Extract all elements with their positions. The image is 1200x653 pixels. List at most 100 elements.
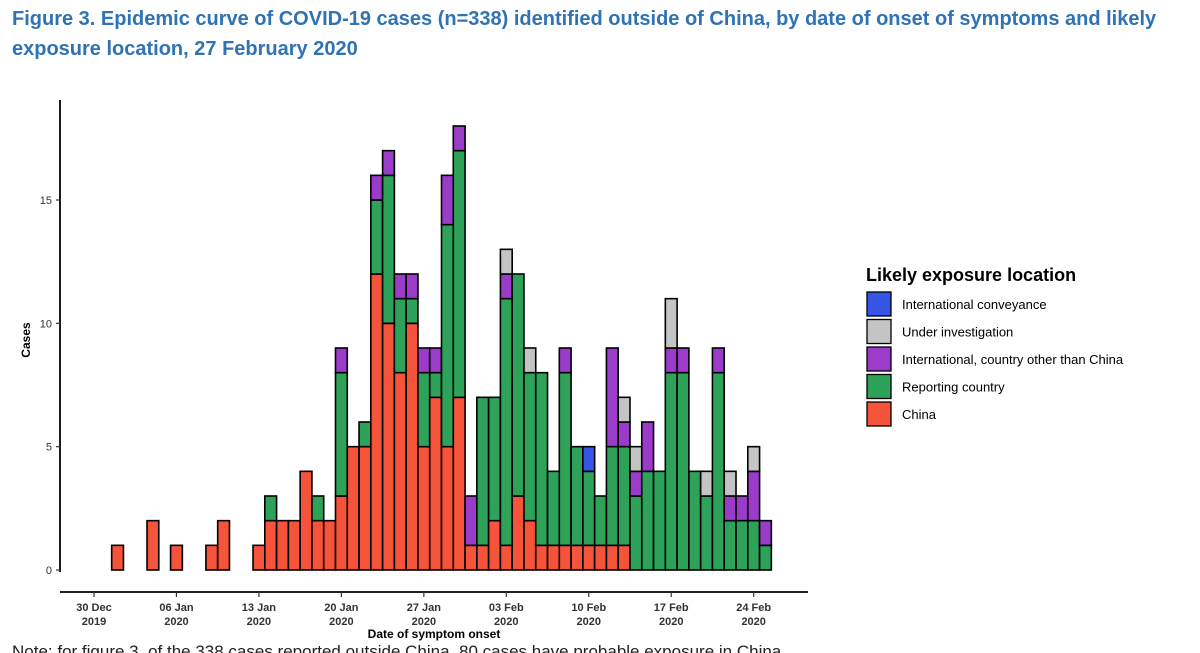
bar — [334, 347, 349, 374]
bar — [699, 495, 714, 571]
bar — [476, 396, 490, 547]
bar — [487, 519, 502, 571]
bar — [593, 495, 608, 547]
bar — [358, 421, 372, 448]
bar — [464, 495, 478, 547]
bar — [417, 347, 431, 374]
bar — [534, 371, 549, 547]
bar — [746, 470, 761, 522]
bar — [676, 347, 690, 374]
bar — [723, 519, 737, 571]
bar — [593, 544, 608, 571]
x-tick-label: 27 Jan — [407, 602, 442, 614]
bar — [676, 371, 690, 571]
bar — [358, 445, 372, 571]
bar — [428, 371, 443, 399]
bar — [405, 322, 419, 571]
legend-label: Under investigation — [902, 325, 1013, 340]
bar — [758, 544, 773, 571]
bar — [546, 470, 561, 547]
legend-title: Likely exposure location — [866, 265, 1076, 285]
bar — [664, 371, 678, 571]
bar — [605, 347, 620, 448]
bar — [452, 125, 466, 152]
bar — [605, 445, 620, 547]
bar — [629, 495, 643, 571]
bar — [723, 495, 737, 522]
bar — [275, 519, 290, 571]
bar — [417, 371, 431, 448]
bar — [699, 470, 714, 497]
bar — [511, 495, 525, 571]
bar — [405, 297, 419, 325]
bar — [735, 495, 749, 522]
x-tick-label: 30 Dec — [76, 602, 111, 614]
bar — [311, 519, 325, 571]
bar — [617, 445, 631, 547]
bar — [617, 544, 631, 571]
bar — [605, 544, 620, 571]
bar — [487, 396, 502, 522]
bar — [334, 495, 349, 571]
bar — [440, 223, 455, 448]
legend-swatch — [866, 346, 892, 372]
bar — [311, 495, 325, 522]
bar — [652, 470, 667, 571]
bar — [146, 519, 160, 571]
x-tick-label: 2020 — [412, 616, 436, 628]
y-tick-label: 5 — [46, 442, 52, 454]
legend-swatch — [866, 291, 892, 317]
bar — [169, 544, 184, 571]
bar — [264, 519, 278, 571]
bar — [558, 347, 572, 374]
bar — [582, 445, 596, 473]
bar — [393, 371, 407, 571]
x-tick-label: 24 Feb — [736, 602, 771, 614]
legend-swatch — [866, 318, 892, 345]
bar — [110, 544, 125, 571]
legend-label: China — [902, 407, 937, 422]
x-axis-title: Date of symptom onset — [368, 627, 501, 641]
bar — [523, 347, 537, 374]
x-tick-label: 2020 — [494, 616, 518, 628]
bar — [711, 371, 726, 571]
bar — [346, 445, 360, 571]
bar — [582, 544, 596, 571]
bar — [381, 322, 396, 571]
bar — [499, 544, 513, 571]
bar — [370, 174, 384, 201]
y-tick-label: 15 — [40, 195, 52, 207]
x-tick-label: 10 Feb — [571, 602, 606, 614]
y-tick-label: 0 — [46, 565, 52, 577]
x-tick-label: 2019 — [82, 616, 106, 628]
bar — [582, 470, 596, 547]
bar — [452, 396, 466, 571]
bar — [499, 248, 513, 275]
bar — [640, 470, 655, 571]
bar — [299, 470, 313, 571]
bar — [629, 470, 643, 497]
bar — [664, 297, 678, 349]
x-tick-label: 2020 — [741, 616, 765, 628]
bar — [523, 371, 537, 522]
bar — [746, 445, 761, 473]
bar — [499, 273, 513, 300]
bar — [322, 519, 337, 571]
bar — [440, 445, 455, 571]
bar — [523, 519, 537, 571]
bar — [370, 199, 384, 275]
bar — [617, 421, 631, 448]
bar — [428, 396, 443, 571]
bar — [393, 273, 407, 300]
bar — [370, 273, 384, 571]
bar — [499, 297, 513, 547]
bar — [381, 149, 396, 177]
bar — [711, 347, 726, 374]
x-tick-label: 17 Feb — [654, 602, 689, 614]
bar — [617, 396, 631, 423]
bar — [735, 519, 749, 571]
bar — [287, 519, 301, 571]
bar — [688, 470, 702, 571]
legend-swatch — [866, 373, 892, 400]
bar — [534, 544, 549, 571]
